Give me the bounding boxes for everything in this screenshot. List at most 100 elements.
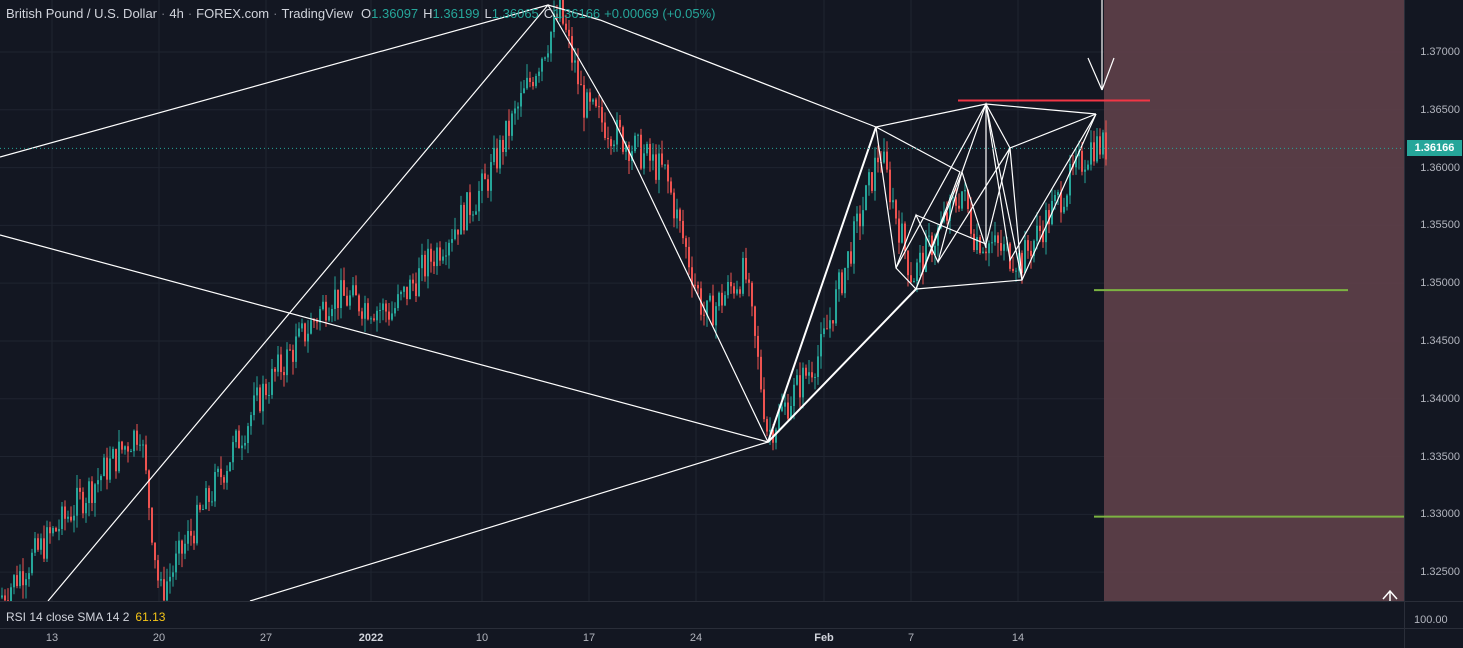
legend-separator: · [187,6,193,21]
candle-body [1081,150,1083,172]
low-label: L [484,6,492,21]
pane-divider[interactable] [0,601,1463,602]
candle-body [388,311,390,320]
candle-body [16,575,18,587]
candle-body [124,446,126,450]
candle-body [322,301,324,310]
candle-body [1069,163,1071,196]
candle-body [808,372,810,376]
time-label: 20 [152,632,166,644]
candle-body [973,233,975,251]
symbol-name[interactable]: British Pound / U.S. Dollar [6,6,158,21]
harmonic-patterns[interactable] [0,3,1097,601]
candle-body [829,320,831,329]
candle-body [358,295,360,312]
scroll-up-icon[interactable] [1382,589,1398,601]
candle-body [385,303,387,312]
pattern-mid-2[interactable] [875,126,961,290]
candle-body [643,153,645,169]
candle-body [139,444,141,446]
candle-body [901,223,903,243]
candle-body [781,406,783,411]
price-label: 1.37000 [1420,46,1460,58]
candle-body [976,237,978,251]
candle-body [88,481,90,504]
pattern-mid-3[interactable] [895,103,1097,269]
price-plot[interactable] [0,0,1404,601]
candle-body [655,154,657,180]
interval[interactable]: 4h [169,6,184,21]
candle-body [730,282,732,287]
candle-body [979,237,981,253]
price-label: 1.34500 [1420,334,1460,347]
candle-body [502,139,504,152]
candle-body [142,444,144,446]
candle-body [925,236,927,273]
candle-body [31,552,33,574]
candle-body [928,235,930,237]
candle-body [913,281,915,283]
candle-body [424,254,426,277]
candle-body [460,204,462,235]
price-scale[interactable]: 1.36166 1.37000 1.36500 1.36000 1.35500 1.35… [1404,0,1463,648]
candle-body [328,316,330,321]
candle-body [760,356,762,390]
pattern-thick-leg[interactable] [767,126,877,443]
candle-body [412,279,414,284]
candle-body [340,280,342,308]
candle-body [217,468,219,473]
candle-body [253,395,255,416]
candle-body [733,286,735,294]
pattern-big[interactable] [0,4,877,158]
candle-body [991,242,993,244]
broker-name: FOREX.com [196,6,270,21]
candle-body [970,208,972,234]
candle-body [754,306,756,336]
candle-body [445,255,447,257]
pattern-mid-6[interactable] [937,147,1011,263]
candle-body [634,135,636,152]
candle-body [241,445,243,449]
pattern-bottom-line[interactable] [249,441,769,601]
price-label: 1.33500 [1420,450,1460,463]
candle-body [382,303,384,310]
price-label: 1.33000 [1420,508,1460,521]
time-axis[interactable]: 13 20 27 2022 10 17 24 Feb 7 14 [0,630,1404,648]
rsi-legend[interactable]: RSI 14 close SMA 14 2 61.13 [6,610,165,624]
candle-body [121,441,123,450]
candle-body [826,328,828,330]
candle-body [610,139,612,147]
candle-body [565,23,567,30]
rsi-value: 61.13 [135,610,166,624]
pattern-thick-leg-2[interactable] [767,288,917,443]
candle-body [1063,206,1065,213]
candle-body [883,151,885,163]
open-label: O [361,6,372,21]
candle-body [994,235,996,243]
symbol-legend[interactable]: British Pound / U.S. Dollar · 4h · FOREX… [6,6,715,21]
short-position-zone[interactable] [1104,0,1404,601]
candle-body [307,333,309,342]
candle-body [202,508,204,510]
candle-body [106,457,108,480]
candle-body [337,289,339,308]
candle-body [463,204,465,231]
pattern-mid-5[interactable] [895,102,1023,281]
pattern-mid-4[interactable] [915,113,1097,245]
candle-body [19,571,21,587]
candle-body [562,0,564,24]
current-price-badge: 1.36166 [1407,140,1462,157]
candle-body [250,415,252,427]
candle-body [820,334,822,357]
candle-body [859,213,861,227]
candle-body [796,375,798,385]
candle-body [469,192,471,215]
candle-body [40,538,42,550]
rsi-label[interactable]: RSI 14 close SMA 14 2 [6,610,130,624]
candle-body [268,394,270,396]
candle-body [91,481,93,503]
candle-body [823,328,825,335]
pattern-left-channel[interactable] [0,126,877,443]
candle-body [127,446,129,452]
